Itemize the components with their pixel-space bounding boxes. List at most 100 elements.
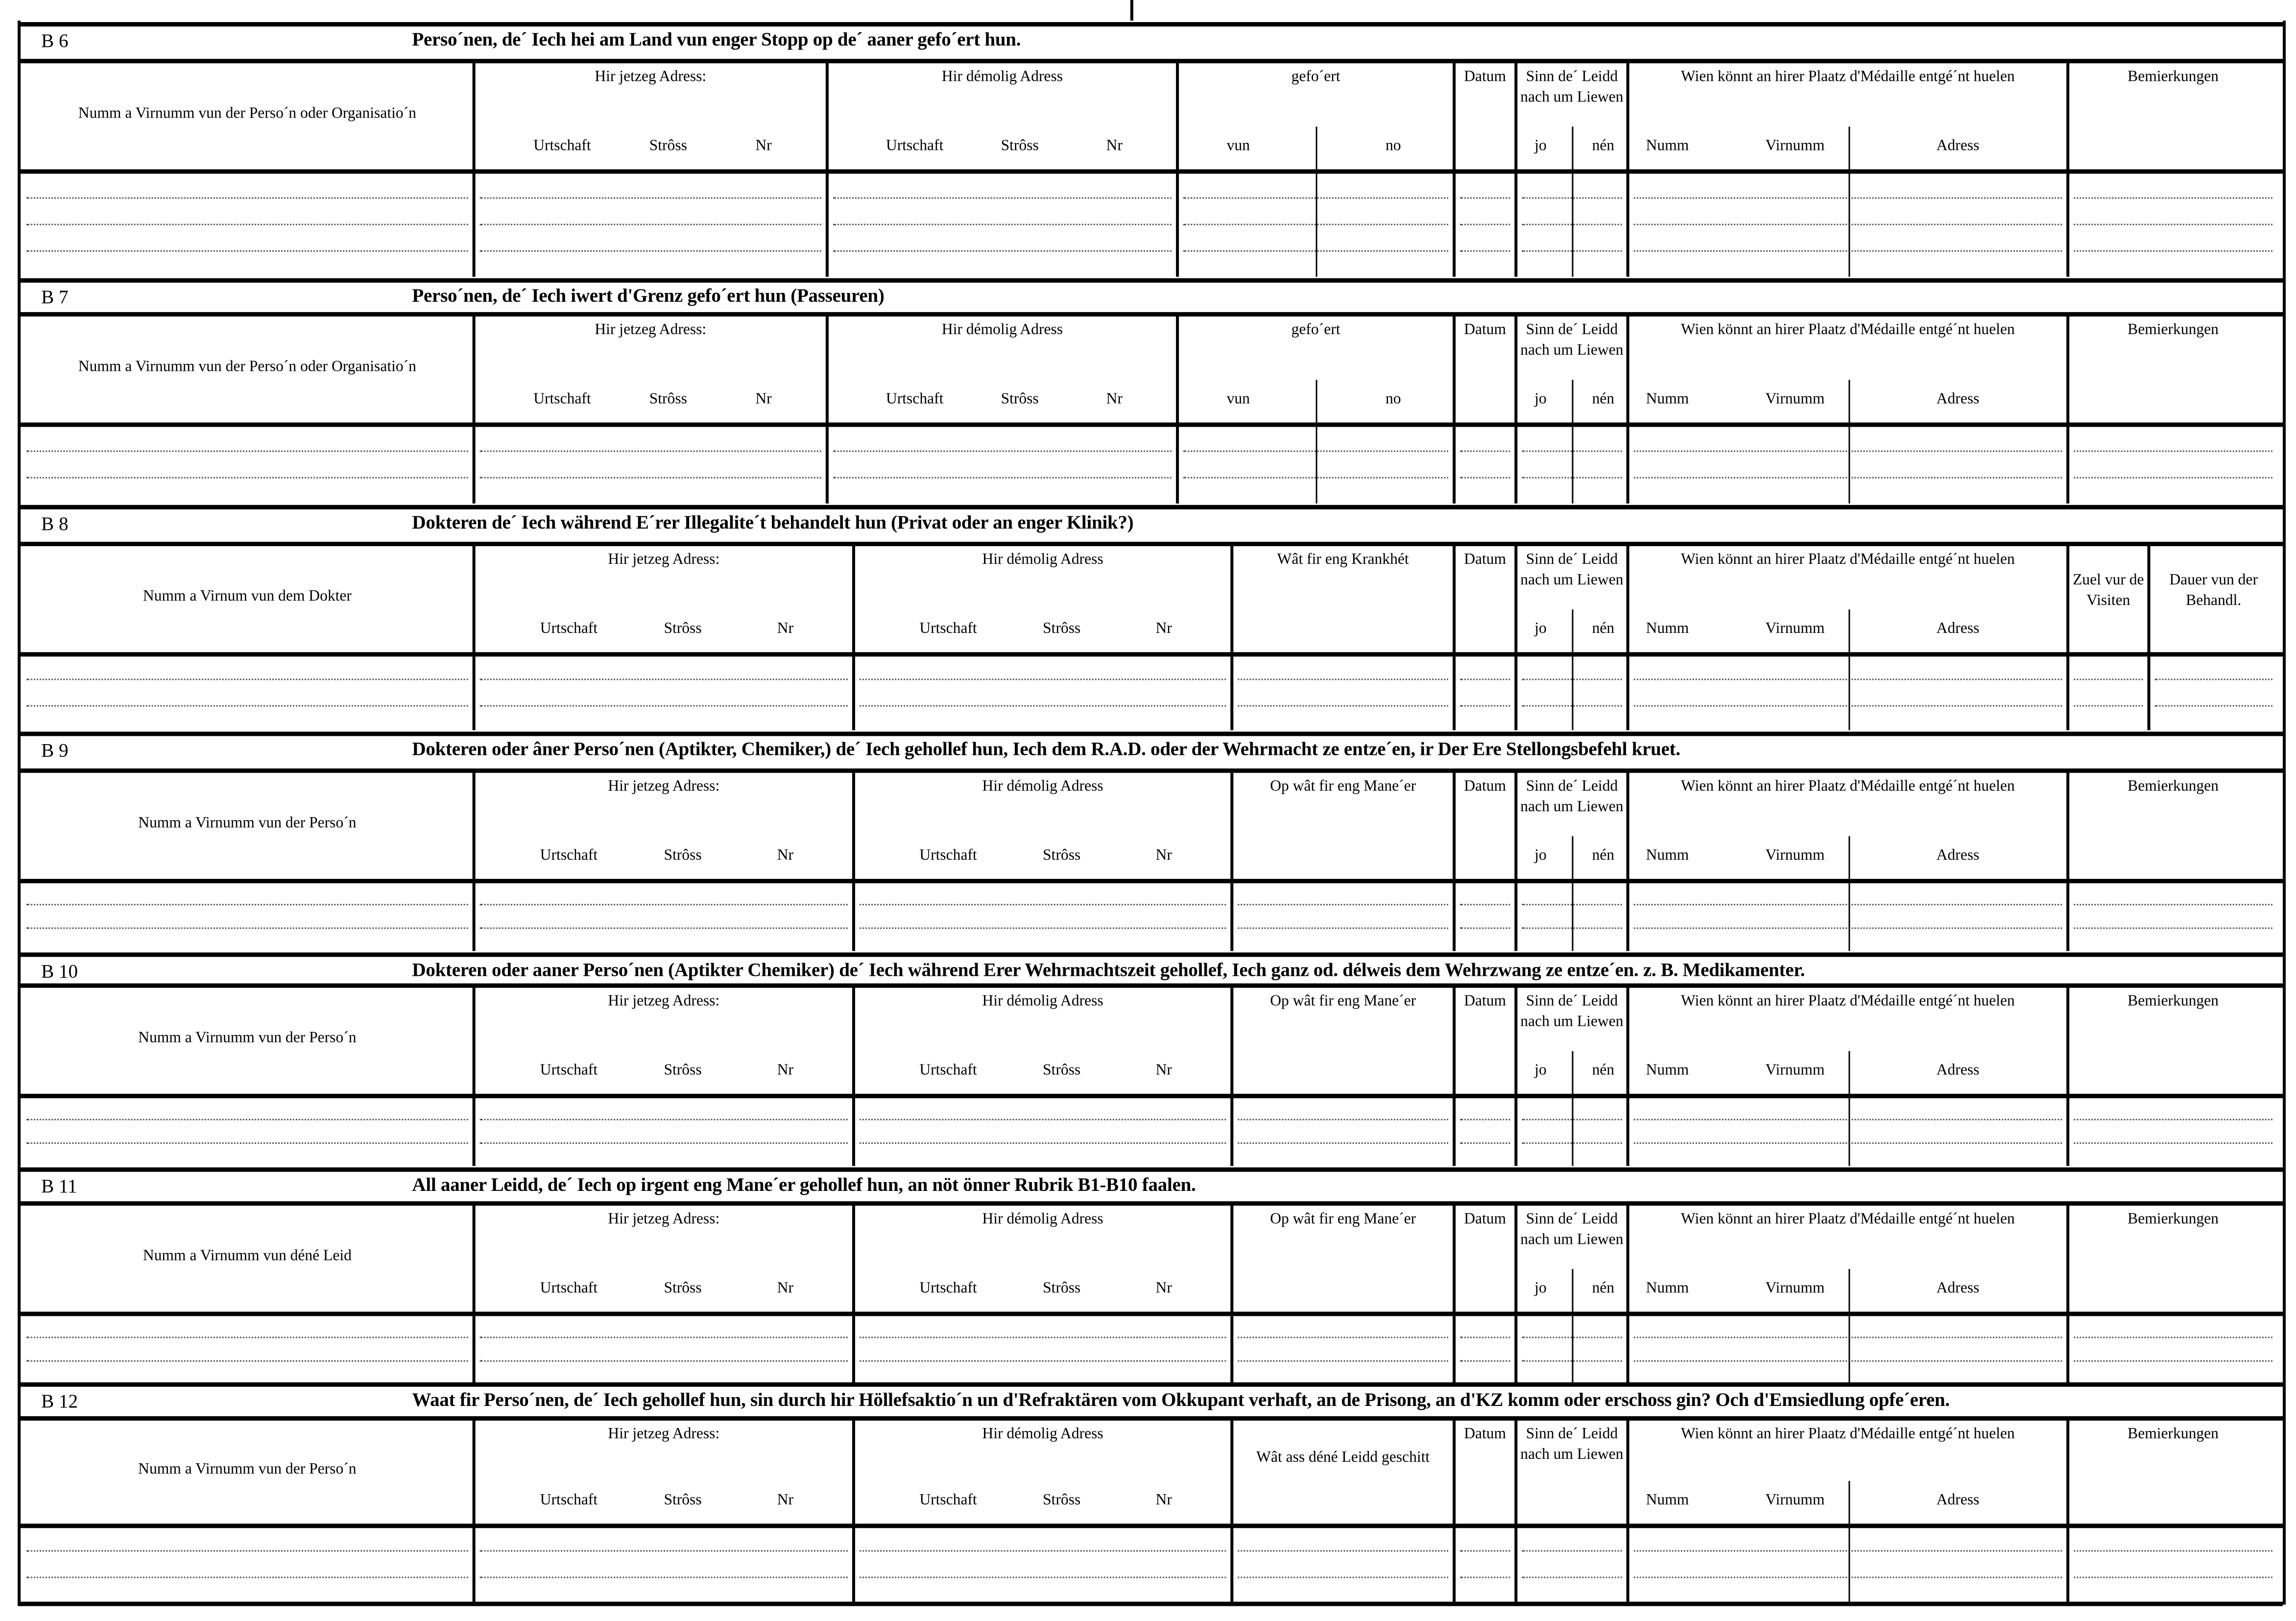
entry-line[interactable] <box>26 679 468 681</box>
entry-line[interactable] <box>2074 704 2143 706</box>
entry-line[interactable] <box>859 1142 1226 1144</box>
entry-line[interactable] <box>1460 223 1510 225</box>
entry-line[interactable] <box>859 1576 1226 1578</box>
entry-line[interactable] <box>479 450 821 452</box>
entry-line[interactable] <box>1460 679 1510 681</box>
entry-line[interactable] <box>26 197 468 199</box>
entry-line[interactable] <box>26 1336 468 1338</box>
entry-line[interactable] <box>479 927 848 929</box>
entry-line[interactable] <box>26 1360 468 1362</box>
entry-line[interactable] <box>1460 197 1510 199</box>
entry-line[interactable] <box>1522 250 1622 252</box>
entry-line[interactable] <box>1238 927 1449 929</box>
entry-line[interactable] <box>2074 197 2272 199</box>
entry-line[interactable] <box>479 1336 848 1338</box>
entry-line[interactable] <box>2074 450 2272 452</box>
entry-line[interactable] <box>479 1576 848 1578</box>
entry-line[interactable] <box>2074 1576 2272 1578</box>
entry-line[interactable] <box>479 1360 848 1362</box>
entry-line[interactable] <box>479 1550 848 1552</box>
entry-line[interactable] <box>859 1360 1226 1362</box>
entry-line[interactable] <box>479 904 848 906</box>
entry-line[interactable] <box>26 1118 468 1120</box>
entry-line[interactable] <box>479 679 848 681</box>
entry-line[interactable] <box>1238 1142 1449 1144</box>
entry-line[interactable] <box>479 477 821 479</box>
entry-line[interactable] <box>2074 1142 2272 1144</box>
entry-line[interactable] <box>1460 1336 1510 1338</box>
entry-line[interactable] <box>1522 679 1622 681</box>
entry-line[interactable] <box>26 223 468 225</box>
entry-line[interactable] <box>1238 679 1449 681</box>
entry-line[interactable] <box>1522 1576 1622 1578</box>
entry-line[interactable] <box>479 1142 848 1144</box>
entry-line[interactable] <box>859 704 1226 706</box>
entry-line[interactable] <box>26 1550 468 1552</box>
entry-line[interactable] <box>479 1118 848 1120</box>
entry-line[interactable] <box>859 927 1226 929</box>
entry-line[interactable] <box>1460 904 1510 906</box>
entry-line[interactable] <box>1522 904 1622 906</box>
entry-line[interactable] <box>1238 1576 1449 1578</box>
entry-line[interactable] <box>1460 1118 1510 1120</box>
entry-line[interactable] <box>479 250 821 252</box>
entry-line[interactable] <box>859 904 1226 906</box>
entry-line[interactable] <box>1522 1360 1622 1362</box>
entry-line[interactable] <box>833 450 1172 452</box>
entry-line[interactable] <box>1460 927 1510 929</box>
entry-line[interactable] <box>1522 1118 1622 1120</box>
entry-line[interactable] <box>1460 450 1510 452</box>
entry-line[interactable] <box>2154 679 2272 681</box>
entry-line[interactable] <box>2074 1360 2272 1362</box>
entry-line[interactable] <box>1460 1142 1510 1144</box>
entry-line[interactable] <box>479 197 821 199</box>
entry-line[interactable] <box>2074 679 2143 681</box>
entry-line[interactable] <box>2074 1336 2272 1338</box>
entry-line[interactable] <box>859 679 1226 681</box>
entry-line[interactable] <box>2074 927 2272 929</box>
entry-line[interactable] <box>1522 197 1622 199</box>
entry-line[interactable] <box>1460 1576 1510 1578</box>
entry-line[interactable] <box>1522 477 1622 479</box>
entry-line[interactable] <box>859 1550 1226 1552</box>
entry-line[interactable] <box>26 1576 468 1578</box>
entry-line[interactable] <box>1238 1336 1449 1338</box>
entry-line[interactable] <box>1522 1142 1622 1144</box>
entry-line[interactable] <box>1460 1550 1510 1552</box>
entry-line[interactable] <box>1460 704 1510 706</box>
entry-line[interactable] <box>479 704 848 706</box>
entry-line[interactable] <box>1522 704 1622 706</box>
entry-line[interactable] <box>26 927 468 929</box>
entry-line[interactable] <box>833 477 1172 479</box>
entry-line[interactable] <box>26 477 468 479</box>
entry-line[interactable] <box>1238 1360 1449 1362</box>
entry-line[interactable] <box>26 1142 468 1144</box>
entry-line[interactable] <box>1460 1360 1510 1362</box>
entry-line[interactable] <box>26 904 468 906</box>
entry-line[interactable] <box>26 450 468 452</box>
entry-line[interactable] <box>2154 704 2272 706</box>
entry-line[interactable] <box>2074 223 2272 225</box>
entry-line[interactable] <box>833 197 1172 199</box>
entry-line[interactable] <box>479 223 821 225</box>
entry-line[interactable] <box>1522 223 1622 225</box>
entry-line[interactable] <box>1522 450 1622 452</box>
entry-line[interactable] <box>2074 477 2272 479</box>
entry-line[interactable] <box>859 1336 1226 1338</box>
entry-line[interactable] <box>1238 704 1449 706</box>
entry-line[interactable] <box>26 250 468 252</box>
entry-line[interactable] <box>1460 477 1510 479</box>
entry-line[interactable] <box>833 223 1172 225</box>
entry-line[interactable] <box>1522 1550 1622 1552</box>
entry-line[interactable] <box>1522 927 1622 929</box>
entry-line[interactable] <box>1460 250 1510 252</box>
entry-line[interactable] <box>2074 1118 2272 1120</box>
entry-line[interactable] <box>833 250 1172 252</box>
entry-line[interactable] <box>2074 904 2272 906</box>
entry-line[interactable] <box>1238 904 1449 906</box>
entry-line[interactable] <box>1238 1550 1449 1552</box>
entry-line[interactable] <box>2074 1550 2272 1552</box>
entry-line[interactable] <box>2074 250 2272 252</box>
entry-line[interactable] <box>859 1118 1226 1120</box>
entry-line[interactable] <box>1238 1118 1449 1120</box>
